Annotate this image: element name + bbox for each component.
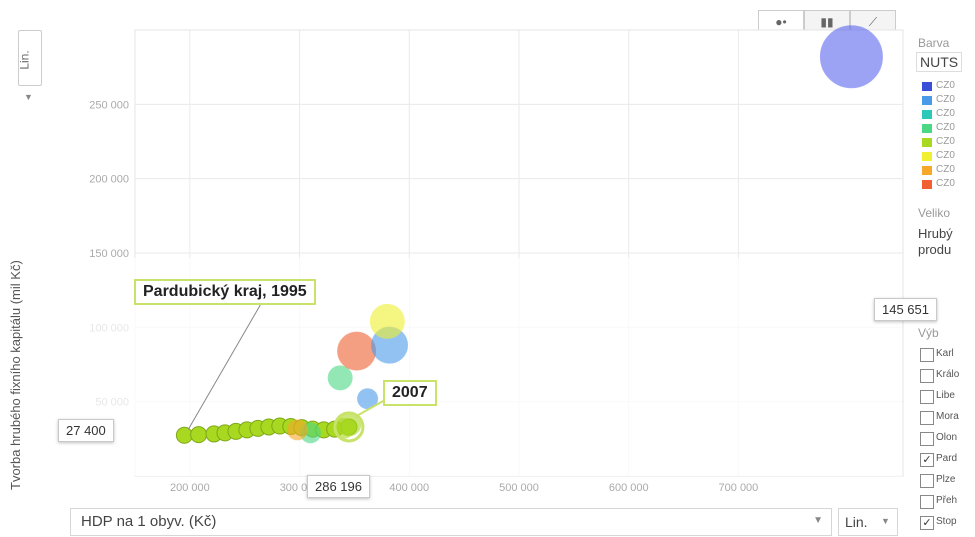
size-value-tooltip: 145 651 <box>874 298 937 321</box>
y-scale-select[interactable]: Lin. <box>18 30 42 86</box>
data-bubble <box>369 303 405 339</box>
data-bubble <box>286 419 308 441</box>
legend-label: CZ0 <box>936 108 955 119</box>
region-checkbox[interactable] <box>920 348 934 362</box>
color-label: Barva <box>918 36 950 50</box>
legend-swatch <box>922 96 932 105</box>
y-tick-label: 250 000 <box>89 99 129 111</box>
selected-point-ring <box>333 411 365 443</box>
color-select[interactable]: NUTS <box>916 52 963 72</box>
annotation-leader-line <box>354 399 386 418</box>
region-checkbox[interactable] <box>920 390 934 404</box>
region-checkbox[interactable] <box>920 369 934 383</box>
region-checkbox[interactable] <box>920 432 934 446</box>
y-value-tooltip: 27 400 <box>58 419 114 442</box>
x-tick-label: 500 000 <box>499 482 539 494</box>
legend-label: CZ0 <box>936 94 955 105</box>
data-bubble <box>327 365 353 391</box>
y-axis-dropdown-icon[interactable]: ▼ <box>24 92 33 102</box>
region-checkbox-label: Libe <box>936 390 955 401</box>
trail-point <box>175 426 193 444</box>
x-scale-label: Lin. <box>845 514 868 530</box>
y-tick-label: 200 000 <box>89 174 129 186</box>
legend-label: CZ0 <box>936 150 955 161</box>
region-checkbox[interactable] <box>920 411 934 425</box>
region-checkbox-label: Mora <box>936 411 959 422</box>
size-label: Veliko <box>918 206 951 220</box>
chevron-down-icon: ▼ <box>881 516 890 526</box>
x-tick-label: 700 000 <box>719 482 759 494</box>
region-checkbox[interactable]: ✓ <box>920 516 934 530</box>
size-select-line1[interactable]: Hrubý <box>918 226 953 241</box>
x-tick-label: 400 000 <box>389 482 429 494</box>
select-label: Výb <box>918 326 939 340</box>
legend-label: CZ0 <box>936 178 955 189</box>
region-checkbox-label: Králo <box>936 369 960 380</box>
region-checkbox[interactable] <box>920 495 934 509</box>
region-checkbox-label: Stop <box>936 516 957 527</box>
region-checkbox-label: Karl <box>936 348 954 359</box>
legend-swatch <box>922 82 932 91</box>
region-checkbox-label: Plze <box>936 474 956 485</box>
line-chart-icon: ⟋ <box>868 15 878 29</box>
bubble-chart-icon: ●• <box>775 15 787 29</box>
legend-label: CZ0 <box>936 164 955 175</box>
legend-swatch <box>922 138 932 147</box>
data-bubble <box>819 25 883 89</box>
trail-point <box>190 426 208 444</box>
size-select-line2[interactable]: produ <box>918 242 952 257</box>
trail-end-annotation: 2007 <box>383 380 437 406</box>
legend-label: CZ0 <box>936 122 955 133</box>
region-checkbox-label: Olon <box>936 432 958 443</box>
region-checkbox-label: Přeh <box>936 495 958 506</box>
x-value-tooltip: 286 196 <box>307 475 370 498</box>
region-checkbox[interactable]: ✓ <box>920 453 934 467</box>
settings-sidebar: Barva NUTS CZ0 CZ0 CZ0 CZ0 CZ0 CZ0 CZ0 CZ0 Veli… <box>912 30 975 537</box>
x-tick-label: 200 000 <box>170 482 210 494</box>
annotation-leader-line <box>187 301 263 430</box>
legend-swatch <box>922 152 932 161</box>
x-tick-label: 600 000 <box>609 482 649 494</box>
x-axis-select[interactable]: HDP na 1 obyv. (Kč) ▼ <box>70 508 832 536</box>
legend-swatch <box>922 166 932 175</box>
bar-chart-icon: ▮▮ <box>820 15 834 29</box>
x-scale-select[interactable]: Lin. ▼ <box>838 508 898 536</box>
legend-label: CZ0 <box>936 80 955 91</box>
chevron-down-icon: ▼ <box>813 515 823 526</box>
data-bubble <box>337 331 377 371</box>
legend-swatch <box>922 124 932 133</box>
legend-swatch <box>922 180 932 189</box>
trail-start-annotation: Pardubický kraj, 1995 <box>134 279 316 305</box>
region-checkbox[interactable] <box>920 474 934 488</box>
chart-plot[interactable]: 200 000 300 000 400 000 500 000 600 000 700 0… <box>0 0 912 506</box>
legend-label: CZ0 <box>936 136 955 147</box>
y-tick-label: 150 000 <box>89 248 129 260</box>
region-checkbox-label: Pard <box>936 453 958 464</box>
legend-swatch <box>922 110 932 119</box>
x-axis-label: HDP na 1 obyv. (Kč) <box>81 513 217 530</box>
